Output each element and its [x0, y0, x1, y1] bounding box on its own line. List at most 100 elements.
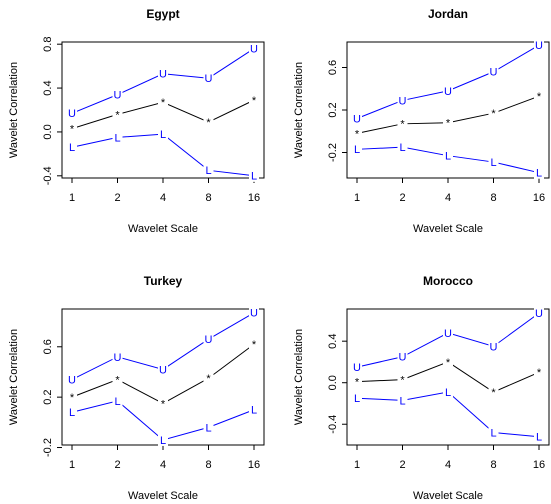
marker-gap	[397, 94, 408, 107]
marker-gap	[397, 117, 408, 130]
y-tick-label: -0.4	[42, 166, 54, 185]
marker-gap	[249, 306, 259, 319]
point-marker: L	[251, 405, 257, 417]
marker-gap	[67, 107, 77, 120]
marker-gap	[249, 42, 259, 55]
x-tick-label: 8	[205, 459, 211, 471]
point-marker: L	[251, 171, 257, 183]
point-marker: L	[114, 132, 120, 144]
marker-gap	[203, 333, 214, 346]
x-tick-label: 4	[160, 459, 166, 471]
x-axis-label: Wavelet Scale	[413, 223, 483, 235]
point-marker: U	[399, 95, 407, 107]
point-marker: U	[159, 69, 167, 81]
point-marker: U	[353, 362, 361, 374]
marker-gap	[534, 39, 544, 52]
point-marker: U	[250, 43, 258, 55]
point-marker: *	[70, 124, 75, 136]
point-marker: *	[537, 91, 542, 103]
point-marker: *	[252, 95, 257, 107]
point-marker: U	[114, 90, 122, 102]
marker-gap	[67, 122, 77, 135]
x-axis-label: Wavelet Scale	[413, 490, 483, 502]
marker-gap	[203, 421, 214, 434]
point-marker: U	[399, 352, 407, 364]
point-marker: L	[399, 395, 405, 407]
y-axis-label: Wavelet Correlation	[8, 329, 20, 425]
panel-title: Egypt	[146, 7, 179, 21]
x-axis-label: Wavelet Scale	[128, 490, 198, 502]
point-marker: U	[444, 328, 452, 340]
point-marker: *	[491, 387, 496, 399]
point-marker: U	[490, 341, 498, 353]
point-marker: L	[114, 396, 120, 408]
point-marker: *	[446, 357, 451, 369]
panel-title: Turkey	[144, 274, 183, 288]
marker-gap	[112, 108, 123, 121]
y-tick-label: -0.2	[42, 438, 54, 457]
point-marker: L	[536, 432, 542, 444]
point-marker: *	[252, 339, 257, 351]
marker-gap	[397, 141, 408, 154]
x-tick-label: 4	[160, 192, 166, 204]
x-tick-label: 1	[354, 192, 360, 204]
marker-gap	[112, 131, 123, 144]
point-marker: *	[70, 392, 75, 404]
point-marker: *	[355, 377, 360, 389]
point-marker: U	[444, 86, 452, 98]
x-tick-label: 16	[248, 459, 260, 471]
marker-gap	[158, 363, 168, 376]
x-tick-label: 1	[69, 192, 75, 204]
marker-gap	[488, 340, 499, 353]
x-tick-label: 2	[399, 459, 405, 471]
marker-gap	[534, 366, 544, 379]
marker-gap	[488, 386, 499, 399]
point-marker: U	[68, 108, 76, 120]
point-marker: L	[354, 144, 360, 156]
x-tick-label: 8	[490, 459, 496, 471]
point-marker: *	[446, 118, 451, 130]
marker-gap	[112, 373, 123, 386]
y-tick-label: 0.6	[42, 339, 54, 354]
marker-gap	[534, 307, 544, 320]
point-marker: U	[353, 113, 361, 125]
marker-gap	[112, 394, 123, 407]
x-tick-label: 16	[533, 459, 545, 471]
point-marker: U	[205, 73, 213, 85]
marker-gap	[158, 96, 168, 109]
x-tick-label: 16	[533, 192, 545, 204]
x-tick-label: 8	[490, 192, 496, 204]
marker-gap	[352, 143, 362, 156]
marker-gap	[158, 128, 168, 141]
marker-gap	[443, 386, 453, 399]
point-marker: L	[536, 168, 542, 180]
point-marker: U	[68, 374, 76, 386]
y-tick-label: 0.8	[42, 37, 54, 52]
marker-gap	[397, 394, 408, 407]
x-tick-label: 1	[354, 459, 360, 471]
y-tick-label: -0.2	[327, 143, 339, 162]
marker-gap	[203, 72, 214, 85]
marker-gap	[158, 67, 168, 80]
x-axis-label: Wavelet Scale	[128, 223, 198, 235]
marker-gap	[534, 166, 544, 179]
marker-gap	[249, 403, 259, 416]
y-tick-label: 0.2	[327, 102, 339, 117]
point-marker: L	[69, 142, 75, 154]
marker-gap	[352, 375, 362, 388]
marker-gap	[203, 372, 214, 385]
marker-gap	[203, 164, 214, 177]
marker-gap	[112, 88, 123, 101]
marker-gap	[352, 361, 362, 374]
y-axis-label: Wavelet Correlation	[293, 329, 305, 425]
marker-gap	[352, 392, 362, 405]
point-marker: L	[490, 157, 496, 169]
marker-gap	[67, 141, 77, 154]
marker-gap	[158, 397, 168, 410]
y-tick-label: 0.4	[327, 334, 339, 349]
marker-gap	[352, 112, 362, 125]
point-marker: *	[161, 398, 166, 410]
point-marker: U	[114, 352, 122, 364]
marker-gap	[488, 107, 499, 120]
